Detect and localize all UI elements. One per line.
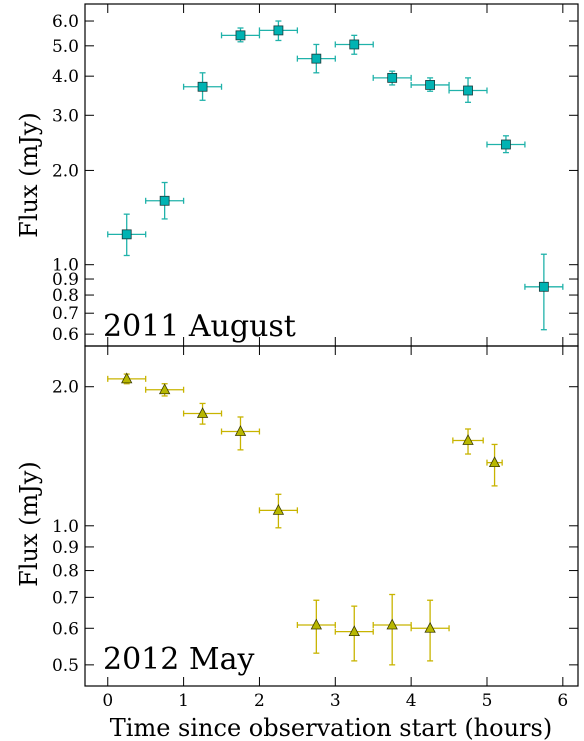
- y-tick-label: 2.0: [52, 378, 79, 398]
- y-tick-label: 6.0: [52, 12, 79, 32]
- y-tick-label: 0.7: [52, 304, 79, 324]
- data-point: [334, 34, 374, 55]
- y-tick-label: 3.0: [52, 106, 79, 126]
- y-tick-label: 0.9: [52, 270, 79, 290]
- data-point: [182, 402, 223, 425]
- data-point: [258, 20, 299, 42]
- square-marker: [538, 281, 549, 292]
- data-point: [410, 599, 450, 662]
- square-marker: [425, 80, 436, 90]
- data-point: [334, 605, 374, 662]
- data-point: [107, 372, 147, 385]
- y-tick-label: 1.0: [52, 256, 79, 276]
- square-marker: [197, 81, 208, 92]
- x-axis-ticks: [107, 4, 564, 346]
- panel-2012-may: 0.5 0.6 0.7 0.8 0.91.0 2.0 0 1 2 3 4 5 6 2012 May F…: [15, 345, 579, 741]
- x-tick-label: 2: [254, 691, 265, 711]
- data-point: [448, 77, 488, 103]
- data-points: [107, 20, 564, 331]
- data-point: [220, 416, 261, 451]
- triangle-marker: [196, 407, 209, 418]
- y-axis-label: Flux (mJy): [15, 112, 43, 238]
- y-tick-label: 0.6: [52, 619, 79, 639]
- y-tick-label: 0.9: [52, 538, 79, 558]
- panel-2011-august: 0.60.70.80.91.0 2.0 3.0 4.0 5.0 6.0 2011 Augu…: [15, 3, 579, 347]
- y-tick-label: 0.7: [52, 588, 79, 608]
- y-tick-label: 2.0: [52, 161, 79, 181]
- square-marker: [273, 25, 284, 36]
- x-tick-label: 0: [102, 691, 113, 711]
- square-marker: [235, 30, 246, 41]
- x-axis-ticks: 0 1 2 3 4 5 6: [102, 346, 568, 711]
- data-point: [296, 599, 336, 654]
- square-marker: [501, 139, 511, 150]
- square-marker: [463, 85, 473, 96]
- triangle-marker: [272, 503, 285, 515]
- data-point: [524, 253, 564, 331]
- x-tick-label: 5: [482, 691, 493, 711]
- x-tick-label: 6: [557, 691, 568, 711]
- triangle-marker: [424, 621, 436, 633]
- y-axis-ticks: 0.60.70.80.91.0 2.0 3.0 4.0 5.0 6.0: [52, 12, 578, 345]
- x-axis-label: Time since observation start (hours): [110, 714, 552, 741]
- triangle-marker: [310, 618, 322, 630]
- square-marker: [349, 39, 360, 50]
- panel-annotation: 2011 August: [103, 309, 296, 344]
- data-point: [372, 593, 412, 666]
- y-tick-label: 1.0: [52, 517, 79, 537]
- data-point: [107, 213, 147, 257]
- data-point: [452, 428, 484, 455]
- y-tick-label: 0.8: [52, 286, 79, 306]
- data-point: [296, 43, 336, 74]
- x-tick-label: 4: [406, 691, 417, 711]
- data-point: [145, 181, 185, 220]
- triangle-marker: [386, 618, 398, 630]
- triangle-marker: [121, 372, 133, 384]
- triangle-marker: [158, 383, 171, 395]
- panel-annotation: 2012 May: [103, 642, 254, 677]
- data-point: [145, 383, 185, 397]
- triangle-marker: [234, 425, 247, 436]
- y-tick-label: 5.0: [52, 37, 79, 57]
- data-points: [107, 372, 503, 666]
- square-marker: [121, 229, 132, 240]
- panel-frame: [84, 345, 579, 687]
- x-tick-label: 1: [178, 691, 189, 711]
- y-tick-label: 0.6: [52, 325, 79, 345]
- data-point: [182, 72, 223, 101]
- y-tick-label: 0.8: [52, 562, 79, 582]
- y-tick-label: 0.5: [52, 656, 79, 676]
- data-point: [410, 77, 450, 92]
- y-axis-label: Flux (mJy): [15, 461, 43, 587]
- y-axis-ticks: 0.5 0.6 0.7 0.8 0.91.0 2.0: [52, 378, 578, 676]
- data-point: [372, 70, 412, 86]
- data-point: [258, 493, 299, 529]
- triangle-marker: [462, 434, 474, 445]
- square-marker: [387, 72, 398, 83]
- triangle-marker: [488, 456, 501, 468]
- square-marker: [159, 195, 170, 206]
- y-tick-label: 4.0: [52, 67, 79, 87]
- data-point: [486, 135, 526, 154]
- data-point: [486, 443, 503, 487]
- square-marker: [311, 53, 322, 64]
- x-tick-label: 3: [330, 691, 341, 711]
- triangle-marker: [348, 625, 360, 637]
